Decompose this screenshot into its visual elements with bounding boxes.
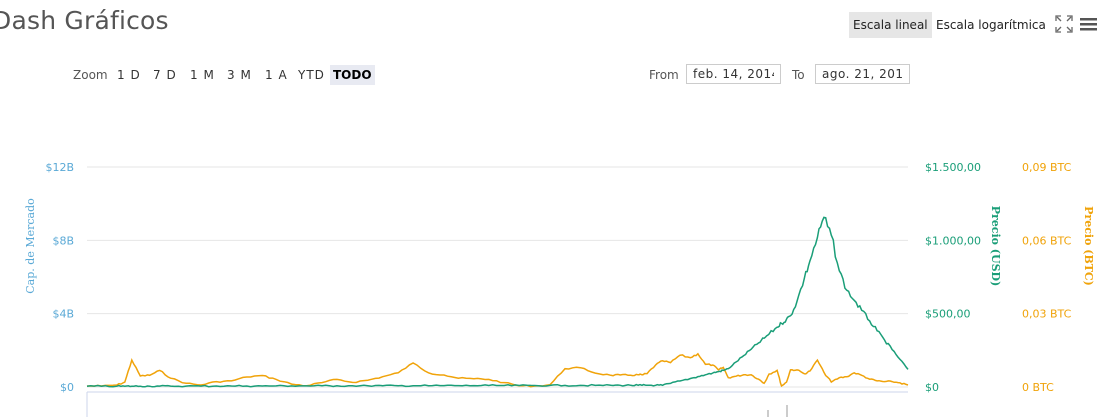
series-usd-line [86,216,909,388]
left-tick-label: $8B [52,234,74,247]
right2-tick-label: 0,06 BTC [1022,234,1072,247]
hamburger-menu-icon[interactable] [1079,14,1099,34]
fullscreen-icon[interactable] [1054,14,1074,34]
left-tick-label: $4B [52,308,74,321]
left-tick-label: $12B [45,161,74,174]
range-to-input[interactable] [815,64,910,84]
right1-axis-title: Precio (USD) [989,206,1002,287]
right1-tick-label: $500,00 [925,308,971,321]
right1-tick-label: $0 [925,381,939,394]
right1-tick-label: $1.000,00 [925,234,981,247]
zoom-1d-button[interactable]: 1 D [117,68,141,82]
fullscreen-icon-glyph [1055,15,1073,33]
zoom-todo-button[interactable]: TODO [330,65,375,85]
zoom-label: Zoom [73,68,108,82]
hamburger-menu-icon-glyph [1080,18,1097,31]
zoom-ytd-button[interactable]: YTD [298,68,325,82]
linear-scale-button[interactable]: Escala lineal [849,12,932,38]
zoom-3m-button[interactable]: 3 M [227,68,252,82]
zoom-1a-button[interactable]: 1 A [265,68,288,82]
page-title: Dash Gráficos [0,6,169,35]
series-btc-line [87,352,909,388]
right1-tick-label: $1.500,00 [925,161,981,174]
left-tick-label: $0 [60,381,74,394]
range-from-input[interactable] [686,64,781,84]
range-to-label: To [792,68,805,82]
zoom-7d-button[interactable]: 7 D [153,68,177,82]
right2-axis-title: Precio (BTC) [1082,206,1095,286]
right2-tick-label: 0,09 BTC [1022,161,1072,174]
log-scale-button[interactable]: Escala logarítmica [936,18,1046,32]
zoom-1m-button[interactable]: 1 M [190,68,215,82]
right2-tick-label: 0,03 BTC [1022,308,1072,321]
range-from-label: From [649,68,679,82]
right2-tick-label: 0 BTC [1022,381,1054,394]
left-axis-title: Cap. de Mercado [24,198,37,294]
